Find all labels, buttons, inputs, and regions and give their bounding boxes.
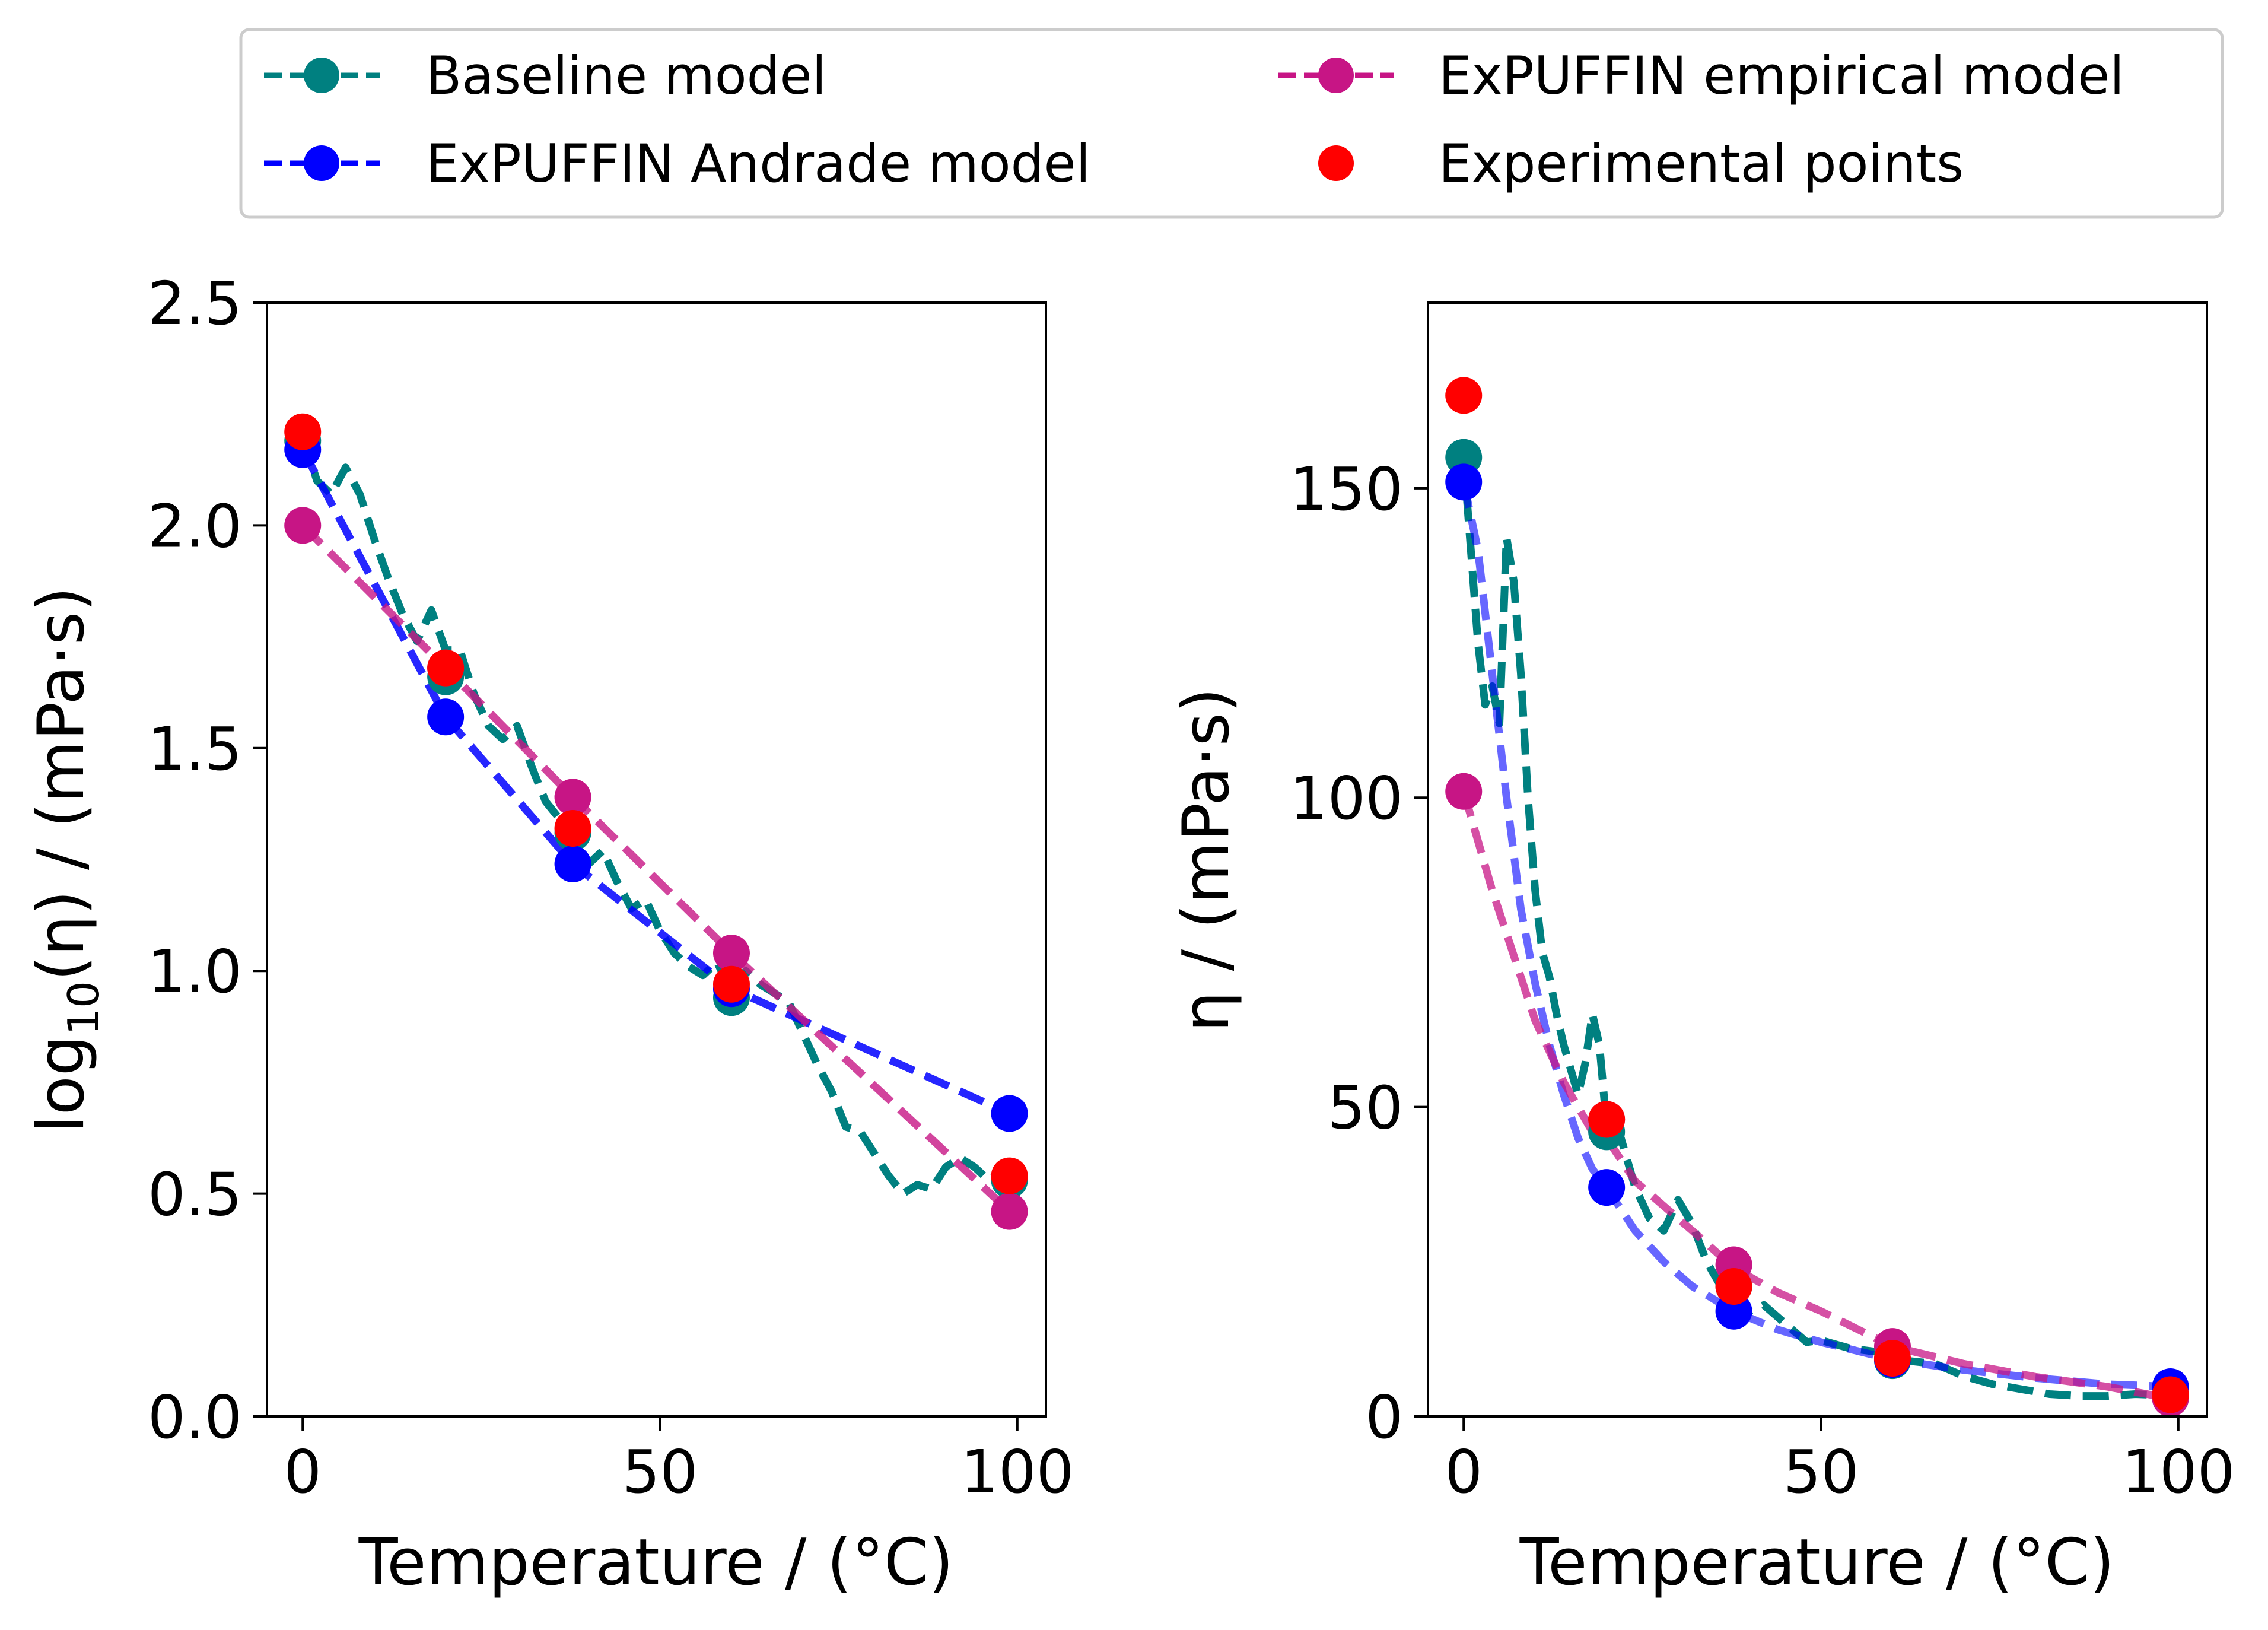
log-viscosity-plot-area (284, 413, 1028, 1230)
log-viscosity-ticks: 0 50 100 0.0 0.5 1.0 1.5 2.0 2.5 (148, 269, 1074, 1507)
log-viscosity-y-tick-label: 0.5 (148, 1160, 242, 1229)
log-viscosity-x-axis-title: Temperature / (°C) (358, 1526, 954, 1600)
log-viscosity-line-andrade (299, 447, 1011, 1117)
log-viscosity-point-experimental (427, 649, 465, 687)
viscosity-point-andrade (1588, 1169, 1626, 1206)
log-viscosity-y-axis-title-main: log (24, 1035, 98, 1133)
log-viscosity-y-tick-label: 2.0 (148, 491, 242, 561)
log-viscosity-point-andrade (427, 698, 465, 736)
log-viscosity-y-axis-title: log10(η) / (mPa·s) (24, 587, 109, 1133)
viscosity-y-axis-title: η / (mPa·s) (1169, 688, 1243, 1032)
log-viscosity-point-andrade (991, 1095, 1028, 1132)
log-viscosity-point-experimental (554, 809, 591, 847)
log-viscosity-point-empirical (554, 779, 591, 816)
legend-label-andrade: ExPUFFIN Andrade model (426, 133, 1090, 194)
viscosity-point-experimental (1445, 377, 1483, 414)
legend-label-baseline: Baseline model (426, 45, 826, 106)
log-viscosity-x-tick-label: 50 (622, 1437, 698, 1507)
viscosity-line-baseline (1459, 457, 2164, 1400)
chart-log-viscosity: 0 50 100 0.0 0.5 1.0 1.5 2.0 2.5 Temperature / (… (24, 269, 1074, 1600)
log-viscosity-axes-frame (266, 301, 1047, 1418)
log-viscosity-point-empirical (284, 507, 322, 544)
legend-item-andrade: ExPUFFIN Andrade model (264, 133, 1090, 194)
viscosity-y-tick-label: 50 (1328, 1073, 1403, 1143)
viscosity-y-tick-label: 0 (1365, 1383, 1403, 1452)
viscosity-plot-area (1445, 377, 2189, 1417)
log-viscosity-y-axis-title-rest: (η) / (mPa·s) (24, 587, 98, 981)
viscosity-line-andrade (1459, 481, 2171, 1391)
viscosity-x-tick-label: 100 (2121, 1437, 2235, 1507)
viscosity-y-tick-label: 150 (1290, 455, 1403, 524)
legend-item-experimental: Experimental points (1318, 133, 1964, 194)
log-viscosity-y-axis-title-subscript: 10 (59, 981, 109, 1035)
viscosity-point-andrade (1445, 463, 1483, 501)
log-viscosity-point-experimental (712, 965, 750, 1003)
viscosity-x-tick-label: 0 (1445, 1437, 1483, 1507)
log-viscosity-y-tick-label: 2.5 (148, 269, 242, 338)
log-viscosity-point-experimental (284, 413, 322, 450)
log-viscosity-point-empirical (991, 1193, 1028, 1230)
log-viscosity-point-empirical (712, 935, 750, 972)
viscosity-x-axis-title: Temperature / (°C) (1519, 1526, 2115, 1600)
viscosity-axes-frame (1427, 301, 2208, 1418)
viscosity-point-experimental (1588, 1101, 1626, 1138)
log-viscosity-point-experimental (991, 1157, 1028, 1194)
legend-swatch-marker-andrade (304, 145, 339, 181)
log-viscosity-x-tick-label: 0 (284, 1437, 322, 1507)
viscosity-point-experimental (1715, 1268, 1752, 1305)
legend-item-empirical: ExPUFFIN empirical model (1278, 45, 2124, 106)
log-viscosity-y-tick-label: 1.5 (148, 714, 242, 784)
legend-item-baseline: Baseline model (264, 45, 826, 106)
legend-label-empirical: ExPUFFIN empirical model (1439, 45, 2124, 106)
log-viscosity-y-tick-label: 1.0 (148, 937, 242, 1006)
viscosity-point-empirical (1445, 773, 1483, 810)
viscosity-x-tick-label: 50 (1783, 1437, 1859, 1507)
viscosity-y-tick-label: 100 (1290, 764, 1403, 833)
log-viscosity-y-tick-label: 0.0 (148, 1383, 242, 1452)
legend: Baseline model ExPUFFIN empirical model … (239, 28, 2224, 219)
chart-viscosity: 0 50 100 0 50 100 150 Temperature / (°C) η / (… (1169, 301, 2235, 1600)
viscosity-point-experimental (2152, 1376, 2189, 1413)
log-viscosity-line-baseline (299, 435, 1006, 1198)
log-viscosity-x-tick-label: 100 (960, 1437, 1074, 1507)
viscosity-ticks: 0 50 100 0 50 100 150 (1290, 455, 2235, 1507)
legend-swatch-marker-empirical (1318, 58, 1354, 93)
viscosity-point-experimental (1873, 1339, 1911, 1377)
legend-label-experimental: Experimental points (1439, 133, 1964, 194)
legend-swatch-marker-baseline (304, 58, 339, 93)
legend-swatch-marker-experimental (1318, 145, 1354, 181)
legend-frame (239, 28, 2224, 219)
viscosity-line-empirical (1459, 790, 2171, 1403)
log-viscosity-point-andrade (554, 846, 591, 883)
